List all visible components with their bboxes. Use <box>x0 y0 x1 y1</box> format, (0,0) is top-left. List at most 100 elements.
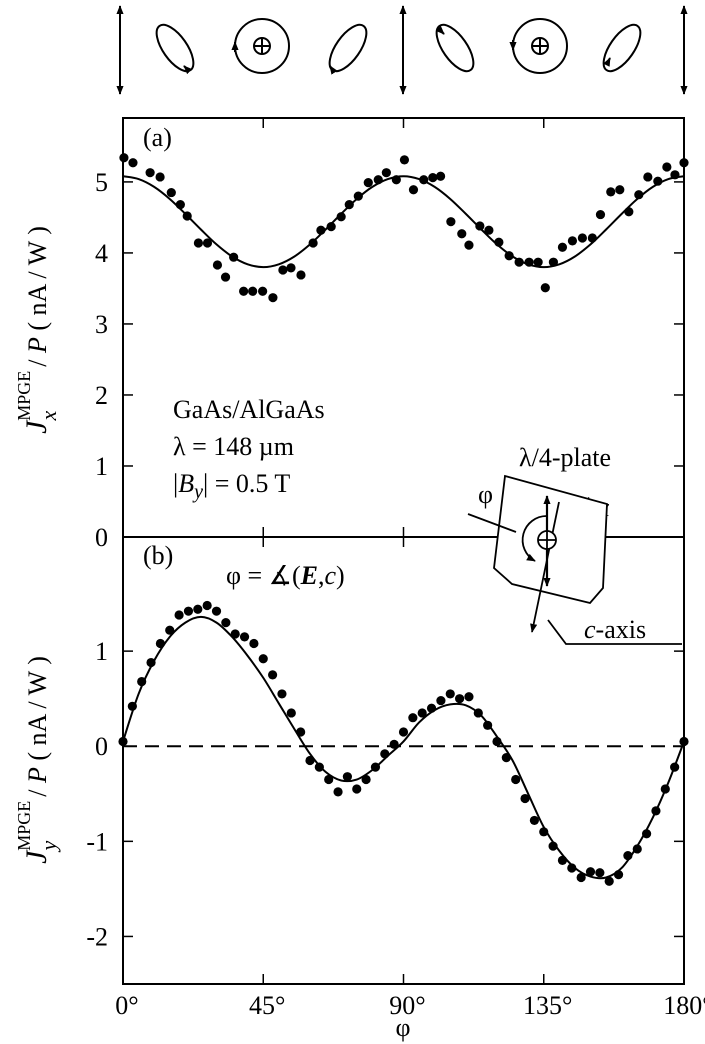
data-point <box>557 855 568 865</box>
data-point <box>520 793 530 804</box>
data-point <box>435 171 446 181</box>
y-axis-label: JyMPGE / P ( nA / W ) <box>14 656 61 864</box>
data-point <box>145 168 155 178</box>
data-point <box>615 185 625 195</box>
sample-label: GaAs/AlGaAs <box>173 395 325 424</box>
panel-label: (b) <box>143 541 173 570</box>
data-point <box>352 784 362 794</box>
definition-part: φ = ∡( <box>226 561 301 590</box>
c-axis-arrow <box>530 501 560 633</box>
data-point <box>529 815 540 826</box>
data-point <box>277 689 287 699</box>
data-point <box>202 600 212 611</box>
elliptical-polarization <box>602 23 642 73</box>
angle-symbol: φ <box>478 480 493 509</box>
definition-part: E <box>300 561 318 590</box>
data-point <box>557 242 568 252</box>
data-point <box>436 695 446 706</box>
data-point <box>428 173 438 183</box>
data-point <box>577 233 587 243</box>
field-label: |By| = 0.5 T <box>173 469 290 503</box>
x-tick-label: 0° <box>115 991 138 1020</box>
angle-definition: φ = ∡(E,c) <box>226 561 345 590</box>
data-point <box>193 238 204 248</box>
data-point <box>464 240 474 250</box>
data-point <box>258 286 268 296</box>
rotation-arrow <box>435 25 445 35</box>
y-tick-label: 0 <box>95 523 108 552</box>
rotation-arrow <box>329 65 338 75</box>
data-point <box>408 713 418 723</box>
y-label-part: J <box>20 419 53 434</box>
data-point <box>128 158 138 168</box>
elliptical-polarization <box>435 23 475 73</box>
data-point <box>183 606 194 616</box>
y-axis-label: JxMPGE / P ( nA / W ) <box>14 226 61 434</box>
data-point <box>533 257 543 267</box>
data-point <box>258 654 268 664</box>
data-point <box>417 708 427 718</box>
data-point <box>220 272 231 282</box>
data-point <box>446 217 456 227</box>
definition-part: , <box>318 561 325 590</box>
data-point <box>174 610 184 620</box>
y-label-part: ( nA / W ) <box>23 656 52 767</box>
data-point <box>634 190 644 200</box>
data-point <box>576 872 586 883</box>
panel-label: (a) <box>143 123 172 152</box>
fit-curve <box>122 615 685 880</box>
y-label-part: x <box>36 411 61 422</box>
data-point <box>457 229 467 239</box>
y-tick-label: 1 <box>95 452 108 481</box>
rotation-arrow <box>603 57 611 67</box>
data-point <box>540 283 550 293</box>
data-point <box>363 178 373 188</box>
x-tick-label: 180° <box>663 991 705 1020</box>
y-label-part: / <box>23 783 52 797</box>
data-point <box>567 236 578 246</box>
data-point <box>445 689 455 699</box>
data-point <box>333 787 343 797</box>
wavevector-symbol <box>254 38 270 54</box>
data-point <box>286 708 296 718</box>
field-part: | = 0.5 T <box>203 469 290 498</box>
data-point <box>336 212 346 222</box>
x-tick-label: 45° <box>249 991 285 1020</box>
data-point <box>268 293 278 303</box>
field-part: B <box>178 469 194 498</box>
data-point <box>595 209 606 220</box>
data-point <box>361 774 371 785</box>
y-label-part: P <box>23 337 52 354</box>
data-point <box>239 286 249 296</box>
y-label-part: P <box>23 767 52 784</box>
y-tick-label: -2 <box>86 922 108 951</box>
y-label-part: / <box>23 353 52 367</box>
definition-part: c <box>324 561 336 590</box>
y-tick-label: 1 <box>95 637 108 666</box>
data-point <box>286 263 296 273</box>
data-point <box>381 168 391 178</box>
data-point <box>296 270 306 280</box>
y-label-part: ( nA / W ) <box>23 226 52 337</box>
y-label-part: MPGE <box>14 801 34 851</box>
data-point <box>342 772 352 782</box>
wavelength-label: λ = 148 µm <box>173 432 294 461</box>
y-label-part: MPGE <box>14 371 34 421</box>
data-point <box>398 727 409 737</box>
wavevector-symbol <box>532 38 548 54</box>
c-axis-part: c <box>584 615 596 644</box>
data-point <box>278 265 288 275</box>
x-tick-label: 135° <box>523 991 572 1020</box>
data-point <box>326 222 336 232</box>
data-point <box>165 625 175 635</box>
data-point <box>202 238 213 248</box>
data-point <box>587 233 597 243</box>
fit-curve <box>122 175 685 269</box>
data-point <box>324 774 334 785</box>
wavevector-symbol <box>538 531 556 549</box>
data-point <box>211 606 222 616</box>
data-point <box>662 162 672 172</box>
data-point <box>249 638 259 649</box>
